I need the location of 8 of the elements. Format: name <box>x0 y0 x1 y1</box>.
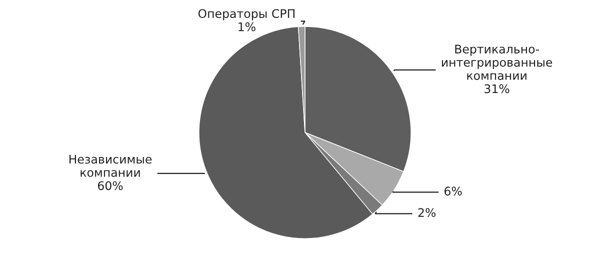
slice-label: Независимые компании <box>69 154 152 177</box>
data-label: 2% <box>418 208 436 218</box>
slice-label: Вертикально- интегрированные компании <box>442 44 552 80</box>
slice-label: Операторы СРП <box>198 9 294 20</box>
data-label: 6% <box>444 186 462 196</box>
data-label: 31% <box>484 84 510 94</box>
data-label: 60% <box>98 181 123 190</box>
data-label: 1% <box>238 22 256 32</box>
